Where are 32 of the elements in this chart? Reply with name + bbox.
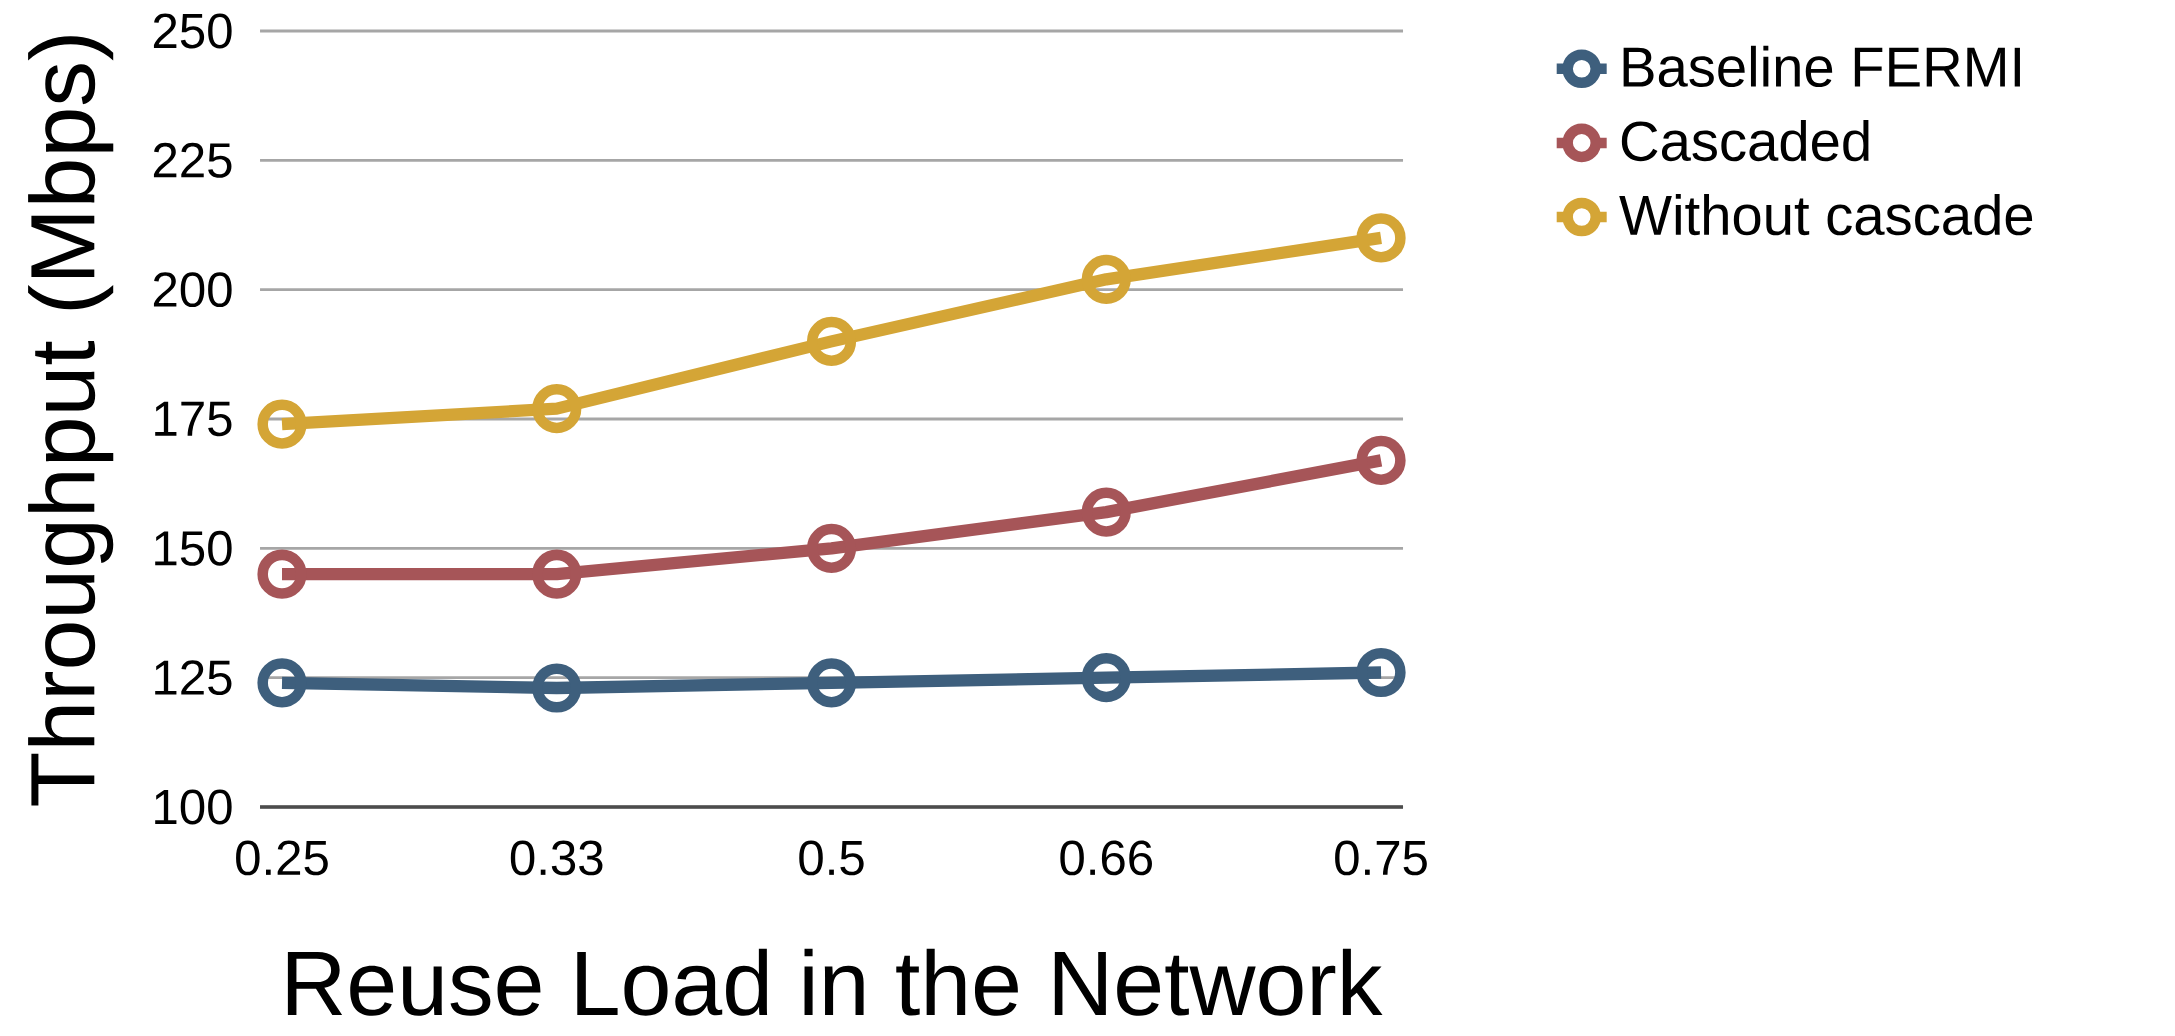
- point: [1356, 213, 1406, 263]
- y-tick-label: 200: [153, 272, 232, 308]
- x-tick-label: 0.5: [799, 840, 864, 876]
- point: [257, 549, 307, 599]
- point: [806, 316, 857, 366]
- y-tick-label: 225: [153, 142, 232, 178]
- point: [1356, 647, 1406, 698]
- point: [1081, 254, 1131, 304]
- y-axis-title: Throughput (Mbps): [28, 36, 114, 806]
- legend-label: Cascaded: [1621, 119, 1869, 162]
- y-tick-label: 150: [155, 530, 232, 566]
- y-tick-label: 250: [153, 13, 232, 49]
- legend-label: Without cascade: [1619, 194, 2033, 236]
- legend-label: Baseline FERMI: [1623, 45, 2020, 88]
- point: [806, 523, 857, 573]
- x-axis-title: Reuse Load in the Network: [287, 948, 1383, 1016]
- y-tick-label: 100: [155, 789, 232, 825]
- y-tick-label: 175: [155, 401, 232, 437]
- y-tick-label: 125: [155, 660, 232, 696]
- point: [1081, 653, 1131, 703]
- point: [806, 658, 857, 708]
- point: [257, 399, 307, 449]
- x-tick-label: 0.75: [1335, 840, 1427, 876]
- point: [532, 549, 582, 599]
- point: [1081, 487, 1131, 537]
- x-tick-label: 0.33: [510, 840, 603, 876]
- point: [257, 658, 307, 708]
- x-tick-label: 0.25: [236, 840, 328, 876]
- point: [1356, 435, 1406, 485]
- point: [532, 384, 582, 434]
- point: [532, 663, 582, 713]
- x-tick-label: 0.66: [1060, 840, 1152, 876]
